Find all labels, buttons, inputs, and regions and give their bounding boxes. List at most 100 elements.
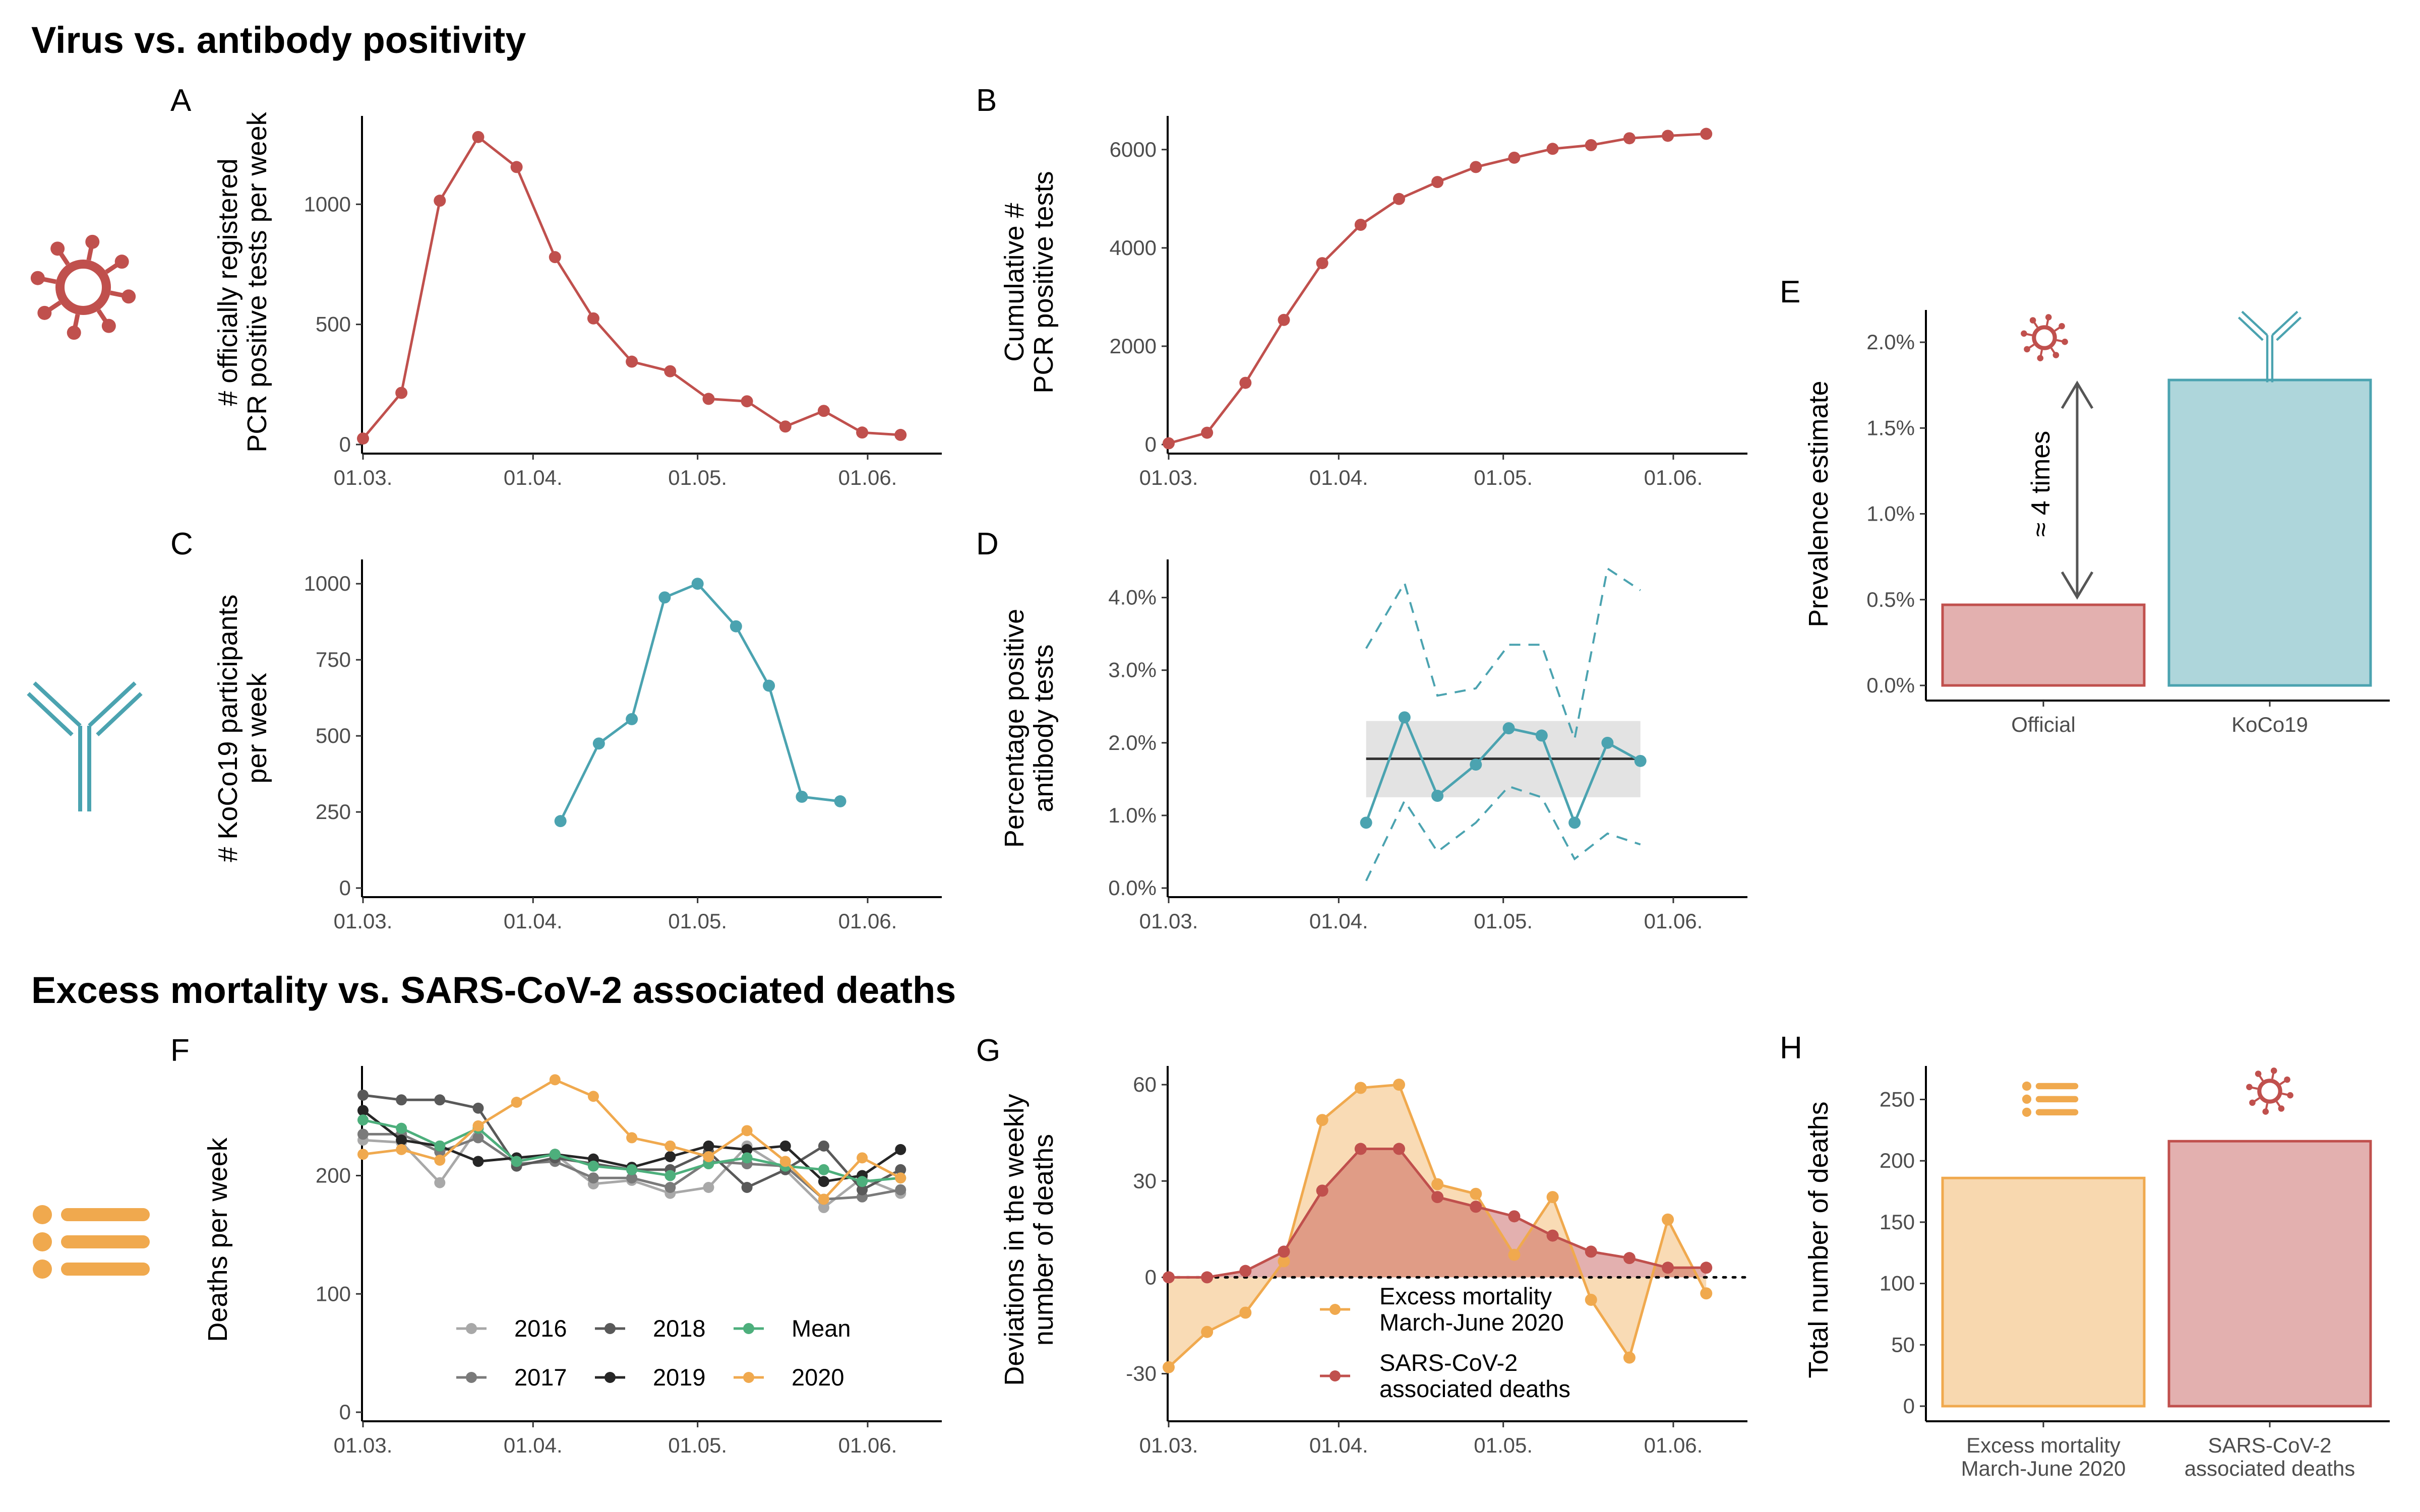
virus-body xyxy=(2032,325,2057,350)
panel-F: F 01.03. 01.04. 01.05. 01.06. 0 100 200 Deaths p… xyxy=(170,1033,942,1457)
pcr-weekly-point xyxy=(856,426,869,439)
legend-key-point xyxy=(466,1372,477,1383)
legend-label: Excess mortality March-June 2020 xyxy=(1379,1283,1564,1336)
pcr-weekly-point xyxy=(702,393,715,405)
virus-spike-tip xyxy=(2021,330,2027,337)
deaths-2020-point xyxy=(818,1193,829,1205)
positive-rate-point xyxy=(1470,759,1482,771)
deaths-2017-point xyxy=(626,1172,638,1184)
deaths-2019-point xyxy=(895,1144,906,1155)
virus-spike xyxy=(2281,1092,2288,1096)
deaths-2017-point xyxy=(472,1132,484,1144)
list-icon xyxy=(2022,1081,2079,1117)
koco19-participants-point xyxy=(763,679,775,692)
excess-mortality-point xyxy=(1431,1178,1444,1190)
antibody-icon xyxy=(2237,310,2302,383)
antibody-arm xyxy=(2241,310,2268,336)
panel-label: C xyxy=(170,527,193,561)
pcr-cumulative-point xyxy=(1546,143,1559,155)
sars-deaths-point xyxy=(1278,1245,1290,1258)
legend-key-point xyxy=(743,1323,754,1334)
x-tick-label: 01.04. xyxy=(1309,1433,1368,1457)
deaths-2018-point xyxy=(396,1094,407,1106)
deaths-mean-point xyxy=(626,1164,638,1175)
deaths-2018-point xyxy=(857,1184,868,1195)
pcr-weekly-point xyxy=(549,251,561,264)
positive-rate-point xyxy=(1398,711,1411,724)
positive-rate-point xyxy=(1360,816,1372,829)
excess-mortality-point xyxy=(1508,1248,1521,1261)
deaths-mean-point xyxy=(357,1114,369,1126)
panel-label: A xyxy=(170,83,192,118)
y-tick-label: 0 xyxy=(339,432,351,456)
y-tick-label: 3.0% xyxy=(1108,658,1157,682)
legend-key-point xyxy=(1329,1304,1341,1315)
koco19-participants-point xyxy=(796,790,808,803)
virus-spike-tip xyxy=(114,255,129,269)
panel-label: H xyxy=(1780,1031,1802,1065)
deaths-2018-point xyxy=(818,1140,829,1152)
pcr-cumulative-point xyxy=(1393,193,1405,205)
virus-spike-tip xyxy=(2062,338,2068,345)
virus-icon xyxy=(30,234,136,340)
pcr-cumulative-point xyxy=(1623,132,1636,145)
deaths-mean-point xyxy=(587,1160,599,1172)
deaths-mean-point xyxy=(818,1164,829,1175)
y-tick-label: 0 xyxy=(1145,432,1157,456)
y-tick-label: -30 xyxy=(1126,1362,1157,1385)
panel-G: G 01.03. 01.04. 01.05. 01.06. -30 0 30 60 Deviati… xyxy=(976,1033,1749,1457)
y-tick-label: 0 xyxy=(1903,1394,1915,1418)
excess-mortality-point xyxy=(1585,1294,1597,1306)
sars-deaths-point xyxy=(1470,1201,1482,1213)
y-tick-label: 250 xyxy=(316,800,351,824)
panel-label: G xyxy=(976,1033,1000,1068)
y-tick-label: 1000 xyxy=(304,192,351,216)
virus-body xyxy=(2257,1079,2282,1104)
deaths-2020-point xyxy=(396,1144,407,1155)
sars-deaths-point xyxy=(1700,1262,1713,1274)
y-tick-label: 0 xyxy=(339,1400,351,1424)
x-tick-label: 01.03. xyxy=(334,466,393,489)
virus-spike-tip xyxy=(2024,346,2030,353)
y-tick-label: 1.0% xyxy=(1108,803,1157,827)
deaths-2016-point xyxy=(703,1182,714,1193)
y-tick-label: 2.0% xyxy=(1866,330,1915,354)
virus-spike xyxy=(2265,1103,2269,1109)
antibody-arm xyxy=(88,681,137,727)
pcr-weekly-point xyxy=(626,355,638,368)
x-tick-label: 01.06. xyxy=(1644,466,1703,489)
positive-rate-point xyxy=(1568,816,1581,829)
deaths-2020-point xyxy=(511,1096,522,1108)
deaths-2017-point xyxy=(664,1182,676,1193)
excess-mortality-point xyxy=(1163,1361,1175,1373)
virus-spike-tip xyxy=(2052,352,2060,358)
sars-deaths-point xyxy=(1354,1143,1367,1155)
bar-1 xyxy=(2167,379,2372,687)
deaths-2019-point xyxy=(396,1135,407,1146)
pcr-weekly-line xyxy=(362,135,901,439)
panel-A: A 01.03. 01.04. 01.05. 01.06. 0 500 1000 # offic… xyxy=(170,83,942,489)
pcr-weekly-point xyxy=(434,195,446,207)
deaths-2018-point xyxy=(357,1089,369,1101)
panel-D: D 01.03. 01.04. 01.05. 01.06. 0.0% 1.0% 2.0% 3.0… xyxy=(976,527,1747,933)
deaths-2019-point xyxy=(741,1144,753,1155)
pcr-weekly-point xyxy=(894,428,907,441)
deaths-2016-point xyxy=(818,1202,829,1213)
virus-spike xyxy=(2028,343,2035,349)
panel-E: E 0.0% 0.5% 1.0% 1.5% 2.0% Official KoCo19 Preva… xyxy=(1780,275,2390,736)
virus-body xyxy=(55,260,111,315)
pcr-weekly-point xyxy=(472,131,485,143)
x-tick-label: 01.04. xyxy=(504,1433,563,1457)
y-tick-label: 0.0% xyxy=(1108,876,1157,900)
x-tick-label: 01.03. xyxy=(1139,909,1198,933)
virus-spike-tip xyxy=(2287,1092,2293,1099)
y-tick-label: 100 xyxy=(1880,1272,1915,1295)
legend-key-point xyxy=(466,1323,477,1334)
y-tick-label: 150 xyxy=(1880,1210,1915,1234)
x-tick-label: 01.05. xyxy=(668,909,727,933)
deaths-mean-point xyxy=(857,1176,868,1187)
legend-key-point xyxy=(604,1323,616,1334)
antibody-arm xyxy=(2276,317,2302,341)
koco19-participants-point xyxy=(834,795,846,807)
x-tick-label: 01.05. xyxy=(668,466,727,489)
